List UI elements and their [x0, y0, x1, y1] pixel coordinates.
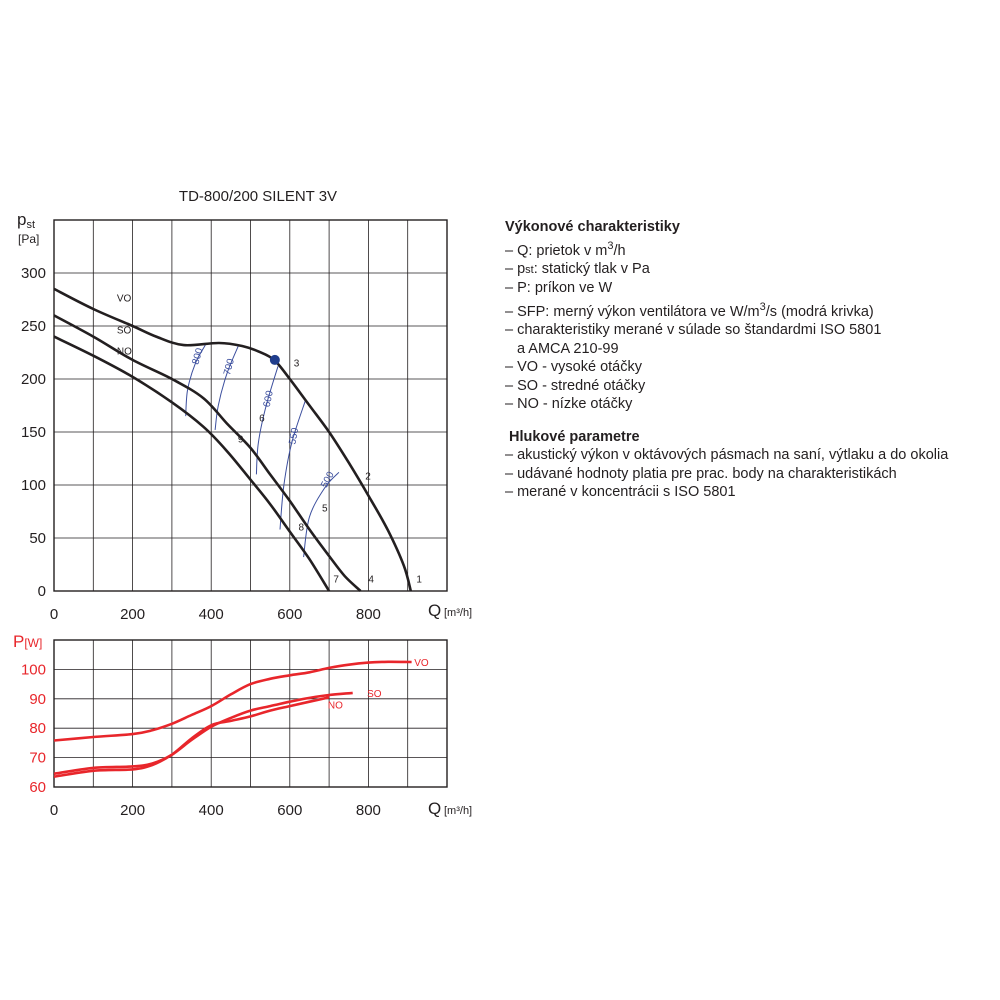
x-axis-label: Q [428, 799, 441, 818]
y-tick-label: 100 [21, 477, 46, 494]
legend-performance-item: – NO - nízke otáčky [505, 396, 633, 413]
legend-list-noise: – akustický výkon v oktávových pásmach n… [505, 446, 985, 502]
point-label: 8 [298, 523, 304, 534]
legend-performance-item: – Q: prietok v m3/h [505, 239, 626, 259]
plot-frame [53, 639, 448, 788]
point-label: 7 [333, 575, 339, 586]
legend-noise-item: – merané v koncentrácii s ISO 5801 [505, 484, 736, 501]
legend-panel: Výkonové charakteristiky – Q: prietok v … [505, 218, 985, 502]
operating-point-marker [269, 354, 280, 365]
y-tick-label: 300 [21, 265, 46, 282]
legend-performance-item: – P: príkon ve W [505, 280, 613, 297]
point-label: 9 [238, 435, 244, 446]
point-label: 6 [259, 413, 265, 424]
curve-label: VO [414, 658, 429, 669]
legend-performance-item: – charakteristiky merané v súlade so šta… [505, 322, 882, 339]
x-tick-label: 800 [356, 606, 381, 623]
x-axis-unit: [m³/h] [444, 805, 472, 817]
power-curve-no [53, 696, 330, 778]
sfp-curve [303, 471, 340, 558]
pressure-curve-so [53, 314, 362, 592]
x-tick-label: 800 [356, 802, 381, 819]
sfp-curve-label: 550 [287, 427, 301, 446]
y-tick-label: 0 [38, 583, 46, 600]
y-tick-label: 70 [29, 750, 46, 767]
legend-performance-item: – SFP: merný výkon ventilátora ve W/m3/s… [505, 300, 874, 320]
y-tick-label: 90 [29, 691, 46, 708]
y-axis-unit: [Pa] [18, 232, 39, 246]
legend-noise-item: – akustický výkon v oktávových pásmach n… [505, 447, 949, 464]
sfp-curve [214, 344, 240, 430]
x-tick-label: 200 [120, 606, 145, 623]
point-label: 4 [368, 575, 374, 586]
y-tick-label: 200 [21, 371, 46, 388]
pressure-curve-no [53, 335, 331, 592]
sfp-curve-label: 500 [319, 470, 337, 490]
point-label: 1 [416, 575, 422, 586]
y-tick-label: 100 [21, 661, 46, 678]
power-curve-so [53, 691, 353, 776]
y-axis-label: pst [17, 210, 35, 231]
point-label: 3 [294, 358, 300, 369]
sfp-curve [279, 400, 306, 530]
plot-frame [53, 219, 448, 592]
y-tick-label: 60 [29, 779, 46, 796]
point-label: 2 [365, 472, 371, 483]
power-curve-vo [53, 660, 412, 742]
x-tick-label: 400 [199, 606, 224, 623]
pressure-curve-vo [53, 287, 413, 592]
y-axis-label: P[W] [13, 632, 42, 651]
sfp-curve-label: 800 [190, 346, 205, 366]
legend-performance-item: – SO - stredné otáčky [505, 377, 646, 394]
curve-label: VO [117, 294, 132, 305]
x-tick-label: 0 [50, 606, 58, 623]
curve-label: SO [367, 689, 382, 700]
sfp-curve [255, 366, 279, 475]
y-tick-label: 80 [29, 720, 46, 737]
legend-list-performance: – Q: prietok v m3/h – pst: statický tlak … [505, 237, 985, 414]
pressure-chart: 0 200 400 600 800 0 50 100 150 200 250 300 TD-800/20… [17, 188, 472, 623]
y-tick-label: 250 [21, 318, 46, 335]
legend-performance-item: a AMCA 210-99 [517, 340, 619, 357]
x-axis-unit: [m³/h] [444, 607, 472, 619]
sfp-curve [185, 344, 206, 417]
y-tick-label: 50 [29, 530, 46, 547]
power-chart: 0 200 400 600 800 60 70 80 90 100 P[W] Q [m³/h] VO SO N… [13, 632, 472, 819]
x-axis-label: Q [428, 601, 441, 620]
legend-performance-item: – pst: statický tlak v Pa [505, 260, 650, 277]
point-label: 5 [322, 504, 328, 515]
chart-title: TD-800/200 SILENT 3V [179, 188, 337, 205]
x-tick-label: 600 [277, 802, 302, 819]
legend-heading-noise: Hlukové parametre [509, 428, 640, 445]
legend-noise-item: – udávané hodnoty platia pre prac. body … [505, 465, 897, 482]
y-tick-label: 150 [21, 424, 46, 441]
x-tick-label: 600 [277, 606, 302, 623]
curve-label: SO [117, 325, 132, 336]
sfp-curve-label: 700 [222, 357, 237, 376]
x-tick-label: 400 [199, 802, 224, 819]
sfp-curve-label: 600 [262, 389, 276, 408]
legend-heading-performance: Výkonové charakteristiky [505, 219, 680, 235]
x-tick-label: 200 [120, 802, 145, 819]
x-tick-label: 0 [50, 802, 58, 819]
legend-performance-item: – VO - vysoké otáčky [505, 359, 642, 376]
curve-label: NO [117, 347, 132, 358]
curve-label: NO [328, 701, 343, 712]
